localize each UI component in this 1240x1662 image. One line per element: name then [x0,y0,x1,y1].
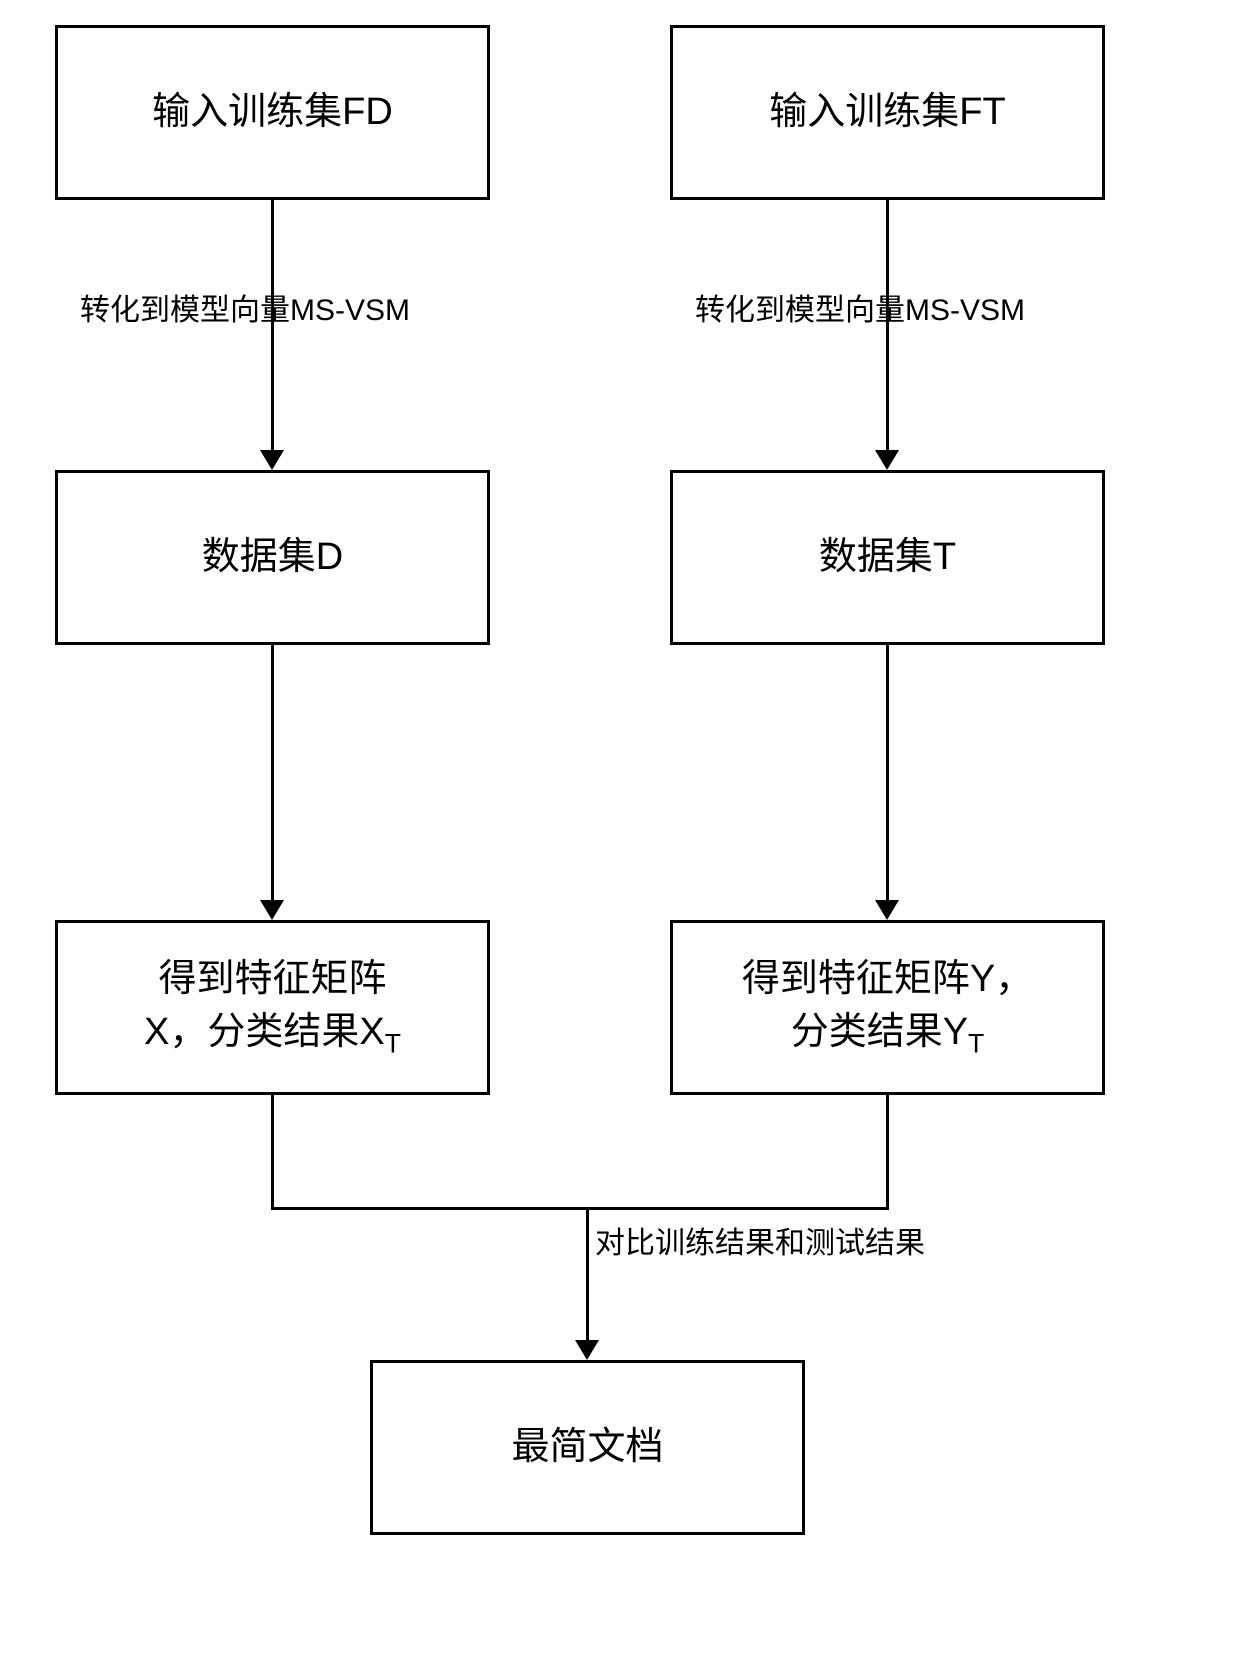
node-dataset-d-label: 数据集D [202,531,343,584]
matrix-x-line1: 得到特征矩阵 [158,958,386,1000]
edge-merge-left-vert [271,1095,274,1210]
node-min-doc: 最简文档 [370,1360,805,1535]
matrix-y-sub: T [968,1028,984,1058]
edge-fd-to-d-arrow [260,450,284,470]
node-input-fd: 输入训练集FD [55,25,490,200]
node-matrix-x: 得到特征矩阵 X，分类结果XT [55,920,490,1095]
edge-d-to-x-line [271,645,274,900]
node-matrix-x-label: 得到特征矩阵 X，分类结果XT [144,953,401,1063]
edge-t-to-y-arrow [875,900,899,920]
edge-merge-center-vert [586,1207,589,1340]
matrix-x-sub: T [385,1028,401,1058]
edge-merge-horizontal [271,1207,889,1210]
edge-ft-to-t-arrow [875,450,899,470]
node-dataset-t: 数据集T [670,470,1105,645]
matrix-x-line2-prefix: X，分类结果X [144,1011,385,1053]
edge-merge-label: 对比训练结果和测试结果 [595,1218,925,1262]
node-input-fd-label: 输入训练集FD [152,86,393,139]
edge-merge-arrow [575,1340,599,1360]
node-matrix-y: 得到特征矩阵Y， 分类结果YT [670,920,1105,1095]
node-input-ft-label: 输入训练集FT [769,86,1005,139]
edge-merge-right-vert [886,1095,889,1210]
node-min-doc-label: 最简文档 [511,1421,663,1474]
flowchart-container: 输入训练集FD 输入训练集FT 数据集D 数据集T 得到特征矩阵 X，分类结果X… [0,0,1240,1662]
matrix-y-line1: 得到特征矩阵Y， [742,958,1033,1000]
edge-ft-to-t-label: 转化到模型向量MS-VSM [695,285,1025,329]
node-dataset-d: 数据集D [55,470,490,645]
edge-d-to-x-arrow [260,900,284,920]
matrix-y-line2-prefix: 分类结果Y [791,1011,968,1053]
edge-fd-to-d-label: 转化到模型向量MS-VSM [80,285,410,329]
node-dataset-t-label: 数据集T [819,531,956,584]
edge-t-to-y-line [886,645,889,900]
node-matrix-y-label: 得到特征矩阵Y， 分类结果YT [742,953,1033,1063]
node-input-ft: 输入训练集FT [670,25,1105,200]
